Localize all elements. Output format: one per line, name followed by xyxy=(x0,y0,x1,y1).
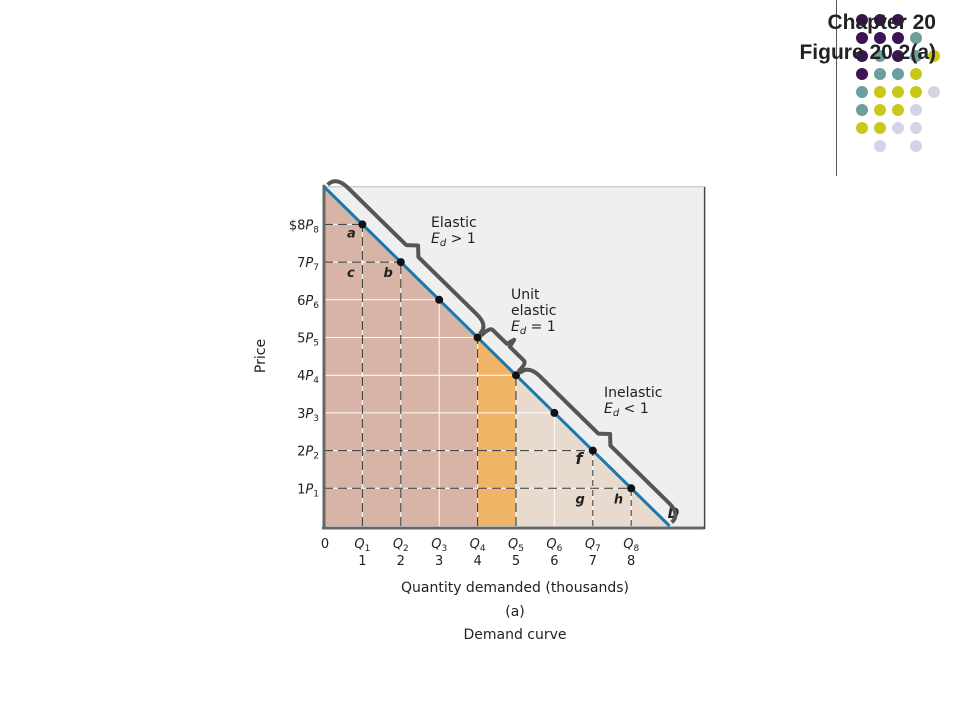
decor-dot xyxy=(910,104,922,116)
x-tick-q: Q1 xyxy=(354,537,370,554)
decor-dot xyxy=(856,68,868,80)
x-tick-label: 6 xyxy=(550,554,558,569)
data-point xyxy=(396,258,405,267)
data-point xyxy=(473,333,482,342)
area-label-b: b xyxy=(384,266,393,281)
region-label: Inelastic xyxy=(604,385,662,401)
demand-curve-line xyxy=(322,185,671,528)
x-tick-label: 2 xyxy=(397,554,405,569)
x-tick-q: Q8 xyxy=(623,537,639,554)
data-point xyxy=(512,371,520,380)
area-label-a: a xyxy=(347,227,356,242)
y-tick-label: 4P4 xyxy=(297,369,319,386)
region-label: Elastic xyxy=(431,215,477,231)
x-tick-label: 3 xyxy=(435,554,443,569)
gridlines xyxy=(324,223,632,526)
elasticity-condition: Ed > 1 xyxy=(431,231,476,249)
decor-dot xyxy=(856,50,868,62)
region-area-unit-elastic xyxy=(477,337,516,526)
decor-dot xyxy=(856,32,868,44)
decor-dot xyxy=(874,104,886,116)
decor-dot xyxy=(892,50,904,62)
y-tick-label: 7P7 xyxy=(297,256,319,273)
decor-dot xyxy=(892,122,904,134)
y-tick-label: 1P1 xyxy=(297,482,319,499)
data-point xyxy=(435,295,444,304)
data-point xyxy=(588,446,597,455)
data-points xyxy=(358,220,636,493)
y-tick-label: 3P3 xyxy=(297,407,319,424)
data-point xyxy=(550,408,559,417)
elasticity-areas xyxy=(324,186,704,526)
decor-dot xyxy=(910,86,922,98)
x-tick-q: Q3 xyxy=(431,537,447,554)
decorative-divider xyxy=(836,0,837,176)
x-tick-label: 5 xyxy=(512,554,520,569)
decor-dot xyxy=(928,86,940,98)
decor-dot xyxy=(874,122,886,134)
decor-dot xyxy=(874,32,886,44)
decor-dot xyxy=(874,14,886,26)
decor-dot xyxy=(874,68,886,80)
decor-dot xyxy=(892,14,904,26)
x-tick-q: Q4 xyxy=(470,537,486,554)
y-tick-label: 5P5 xyxy=(297,332,319,349)
decor-dot xyxy=(874,140,886,152)
area-label-g: g xyxy=(576,492,585,507)
decor-dot xyxy=(856,104,868,116)
decor-dot xyxy=(910,68,922,80)
x-tick-q: Q5 xyxy=(508,537,524,554)
area-label-f: f xyxy=(576,449,585,468)
figure-title: Figure 20.2(a) xyxy=(799,41,936,64)
x-tick-label: 8 xyxy=(627,554,635,569)
decor-dot xyxy=(910,50,922,62)
origin-label: 0 xyxy=(321,537,329,552)
data-point xyxy=(627,484,636,493)
decor-dot xyxy=(874,50,886,62)
y-tick-label: $8P8 xyxy=(289,218,319,235)
chart-caption: Demand curve xyxy=(463,627,566,643)
decor-dot xyxy=(910,32,922,44)
x-tick-label: 1 xyxy=(358,554,366,569)
x-tick-q: Q2 xyxy=(393,537,409,554)
decor-dot xyxy=(892,104,904,116)
elasticity-condition: Ed < 1 xyxy=(604,401,649,419)
region-label: Unit xyxy=(511,287,540,303)
brace-inelastic xyxy=(518,367,678,524)
y-tick-label: 6P6 xyxy=(297,294,319,311)
decor-dot xyxy=(892,32,904,44)
decor-dot xyxy=(892,68,904,80)
x-tick-q: Q7 xyxy=(585,537,601,554)
data-point xyxy=(358,220,367,229)
elasticity-condition: Ed = 1 xyxy=(511,319,556,337)
decor-dot xyxy=(874,86,886,98)
decor-dot xyxy=(856,14,868,26)
y-tick-label: 2P2 xyxy=(297,445,319,462)
chapter-title: Chapter 20 xyxy=(827,11,936,34)
brace-unit-elastic xyxy=(479,327,527,374)
decor-dot xyxy=(856,86,868,98)
brace-elastic xyxy=(326,179,486,336)
plot-frame xyxy=(322,184,706,530)
decor-dot xyxy=(892,86,904,98)
decor-dot xyxy=(856,122,868,134)
x-tick-label: 4 xyxy=(473,554,481,569)
region-braces xyxy=(326,179,678,524)
area-label-h: h xyxy=(614,492,623,507)
decor-dot xyxy=(910,122,922,134)
panel-label: (a) xyxy=(505,604,525,620)
y-axis-label: Price xyxy=(253,339,269,373)
decor-dot xyxy=(928,50,940,62)
slide-title: Chapter 20 Figure 20.2(a) xyxy=(799,8,936,68)
decorative-dot-pattern xyxy=(856,14,940,152)
decor-dot xyxy=(910,140,922,152)
x-axis-label: Quantity demanded (thousands) xyxy=(401,580,629,596)
x-tick-q: Q6 xyxy=(546,537,562,554)
x-tick-label: 7 xyxy=(589,554,597,569)
region-label: elastic xyxy=(511,303,556,319)
area-label-c: c xyxy=(347,266,355,281)
